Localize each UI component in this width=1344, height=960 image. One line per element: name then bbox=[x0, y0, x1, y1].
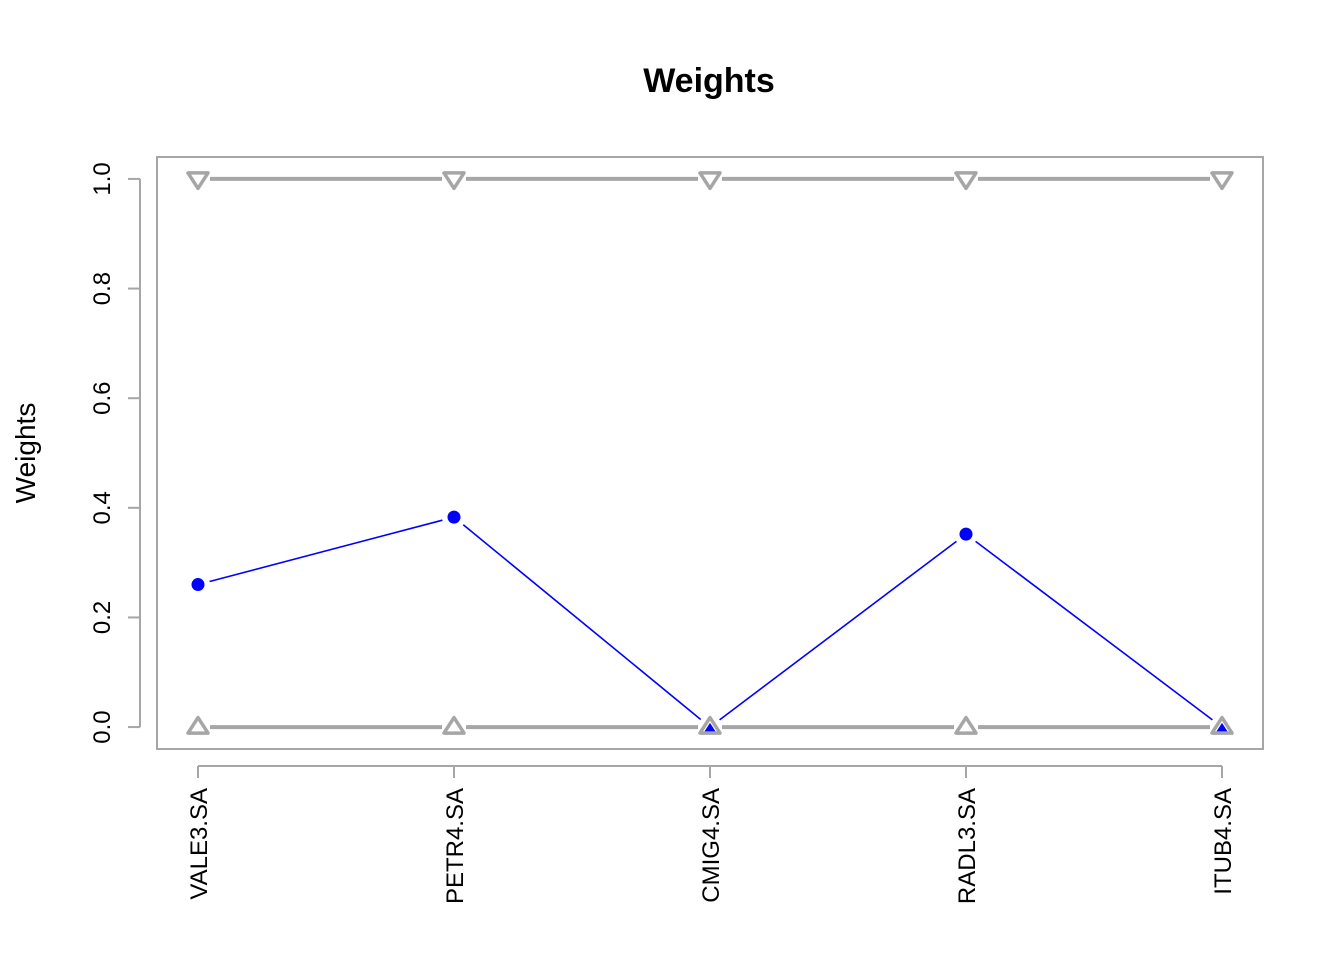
weight-point bbox=[704, 722, 716, 732]
lower-bound-point bbox=[954, 715, 978, 735]
lower-bound-point bbox=[186, 715, 210, 735]
lower-bound-point bbox=[442, 715, 466, 735]
y-axis: 0.0 0.2 0.4 0.6 0.8 1.0 bbox=[89, 162, 141, 744]
upper-bound-point bbox=[186, 171, 210, 191]
y-tick-label: 0.2 bbox=[89, 601, 116, 634]
chart-title: Weights bbox=[643, 62, 775, 100]
x-tick-label: RADL3.SA bbox=[954, 788, 981, 904]
upper-bound-point bbox=[442, 171, 466, 191]
weight-point bbox=[1216, 722, 1228, 732]
y-tick-label: 0.8 bbox=[89, 272, 116, 305]
weights-line bbox=[719, 540, 957, 721]
x-tick-label: VALE3.SA bbox=[186, 788, 213, 900]
x-tick-label: ITUB4.SA bbox=[1210, 788, 1237, 895]
x-tick-label: PETR4.SA bbox=[442, 788, 469, 904]
y-tick-label: 1.0 bbox=[89, 162, 116, 195]
weights-line bbox=[462, 524, 702, 721]
y-tick-label: 0.0 bbox=[89, 710, 116, 743]
weight-point bbox=[191, 578, 205, 592]
plot-frame bbox=[156, 156, 1264, 750]
weight-point bbox=[447, 510, 461, 524]
y-axis-title: Weights bbox=[10, 403, 41, 504]
weights-line bbox=[975, 540, 1213, 721]
x-axis: VALE3.SA PETR4.SA CMIG4.SA RADL3.SA ITUB4.SA bbox=[186, 765, 1237, 904]
lower-bound-point bbox=[698, 715, 722, 735]
weight-point bbox=[959, 527, 973, 541]
series-layer bbox=[186, 171, 1234, 735]
y-tick-label: 0.6 bbox=[89, 381, 116, 414]
x-tick-label: CMIG4.SA bbox=[698, 788, 725, 903]
upper-bound-point bbox=[954, 171, 978, 191]
lower-bound-point bbox=[1210, 715, 1234, 735]
upper-bound-point bbox=[1210, 171, 1234, 191]
weights-line bbox=[209, 519, 443, 583]
upper-bound-point bbox=[698, 171, 722, 191]
y-tick-label: 0.4 bbox=[89, 491, 116, 524]
